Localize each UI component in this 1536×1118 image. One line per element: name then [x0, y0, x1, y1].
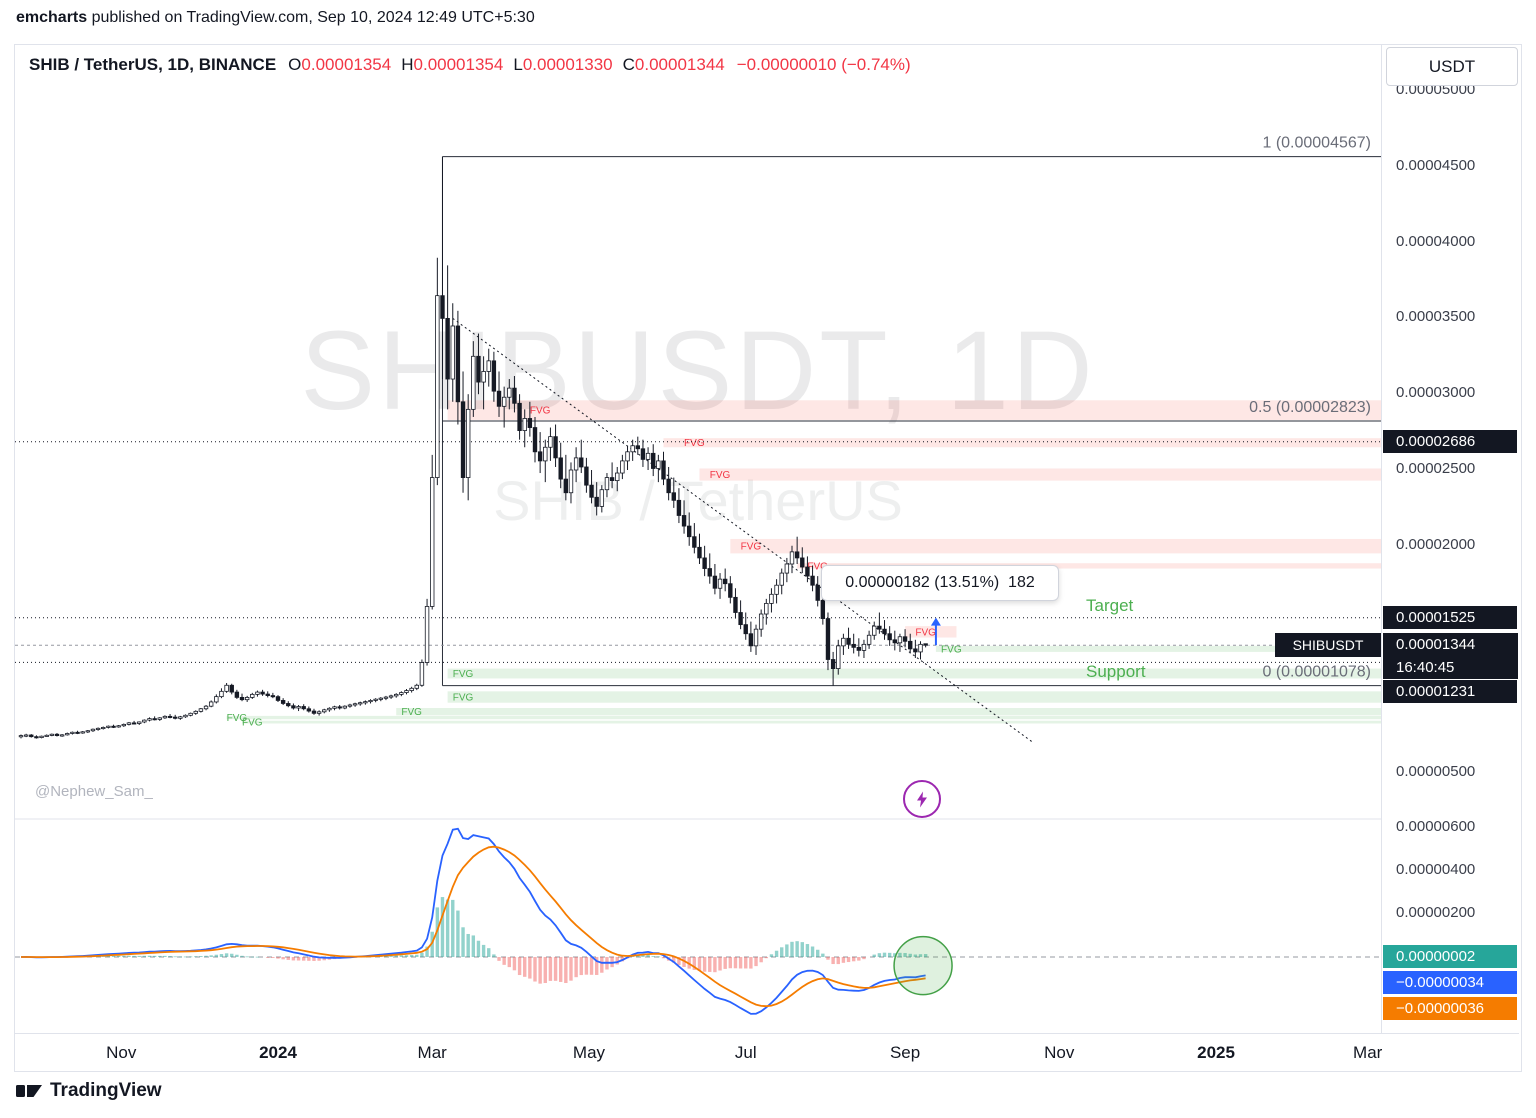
tradingview-logo[interactable]: [16, 1080, 42, 1102]
price-axis-tick: 0.00000500: [1396, 763, 1476, 781]
fvg-zone-label: FVG: [941, 644, 962, 655]
indicator-value-badge: −0.00000036: [1383, 997, 1517, 1020]
time-axis-label[interactable]: 2025: [1197, 1043, 1235, 1062]
time-axis[interactable]: Nov 2024 Mar May Jul Sep Nov 2025 Mar: [15, 1033, 1519, 1071]
current-price-value: 0.00001344: [1396, 636, 1476, 653]
signal-line: [21, 845, 926, 1008]
fvg-zone-label: FVG: [530, 406, 551, 417]
publish-header: emcharts published on TradingView.com, S…: [16, 9, 535, 27]
time-axis-label[interactable]: 2024: [259, 1043, 297, 1062]
fib-level-label: 0 (0.00001078): [1262, 664, 1371, 681]
fvg-zone-label: FVG: [227, 713, 248, 724]
candles: [18, 156, 928, 739]
measurement-tooltip: 0.00000182 (13.51%) 182: [821, 565, 1059, 601]
symbol-info-bar: SHIB / TetherUS, 1D, BINANCE O0.00001354…: [29, 51, 911, 79]
footer: TradingView: [16, 1080, 162, 1102]
price-axis-tick: 0.00003000: [1396, 384, 1476, 402]
fvg-zone-label: FVG: [401, 707, 422, 718]
price-axis-tick: 0.00002500: [1396, 460, 1476, 477]
fib-level-label: 1 (0.00004567): [1262, 135, 1371, 152]
measurement-arrow: [930, 617, 941, 646]
fvg-zone-label: FVG: [242, 718, 263, 729]
fvg-zone-label: FVG: [807, 561, 828, 572]
price-level-badge: 0.00001231: [1383, 679, 1517, 703]
fib-level-label: 0.5 (0.00002823): [1249, 399, 1371, 416]
highlight-circle: [893, 935, 953, 996]
indicator-axis-tick: 0.00000200: [1396, 904, 1476, 921]
price-axis-tick: 0.00002000: [1396, 535, 1476, 553]
time-axis-label[interactable]: Sep: [889, 1043, 921, 1062]
chart-card: SHIB / TetherUS, 1D, BINANCE O0.00001354…: [14, 44, 1522, 1072]
fvg-zone-label: FVG: [741, 542, 762, 553]
price-axis-tick: 0.00003500: [1396, 308, 1476, 326]
fvg-zone-label: FVG: [684, 438, 705, 449]
ohlc-high: H0.00001354: [401, 55, 504, 74]
time-axis-label[interactable]: May: [572, 1043, 606, 1062]
time-axis-label[interactable]: Mar: [417, 1043, 447, 1062]
indicator-axis-tick: 0.00000600: [1396, 818, 1476, 835]
publisher-name: emcharts: [16, 9, 88, 26]
lightning-icon: [917, 791, 927, 807]
author-handle: @Nephew_Sam_: [35, 783, 153, 800]
price-axis-tick: 0.00004500: [1396, 156, 1476, 174]
descending-trendline: [452, 317, 1034, 744]
indicator-value-badge: 0.00000002: [1383, 945, 1517, 968]
fib-retracement: 1 (0.00004567) 0.5 (0.00002823) 0 (0.00001…: [441, 135, 1381, 687]
price-level-badge: 0.00001525: [1383, 606, 1517, 630]
price-change: −0.00000010 (−0.74%): [736, 55, 911, 74]
current-price-badge: 0.00001344 16:40:45: [1383, 633, 1518, 679]
fvg-zone-label: FVG: [710, 470, 731, 481]
current-symbol-label: SHIBUSDT: [1275, 633, 1381, 657]
price-level-badge: 0.00002686: [1383, 430, 1517, 454]
price-axis[interactable]: 0.00001344 16:40:45 0.00005000 0.00004500…: [1381, 45, 1521, 1033]
time-axis-label[interactable]: Jul: [734, 1043, 757, 1062]
fvg-zone-label: FVG: [915, 627, 936, 638]
lightning-button[interactable]: [903, 780, 941, 818]
fvg-zone-label: FVG: [453, 693, 474, 704]
target-label[interactable]: Target: [1086, 596, 1134, 615]
time-axis-label[interactable]: Mar: [1353, 1043, 1383, 1062]
time-axis-label[interactable]: Nov: [106, 1043, 137, 1062]
fvg-zone-label: FVG: [453, 669, 474, 680]
ohlc-low: L0.00001330: [513, 55, 613, 74]
indicator-pane: [15, 827, 1381, 1015]
currency-toggle-button[interactable]: USDT: [1386, 47, 1518, 86]
publish-info: published on TradingView.com, Sep 10, 20…: [87, 9, 535, 26]
chart-canvas[interactable]: SHIBUSDT, 1D SHIB / TetherUS FVG FVG FVG FV…: [15, 85, 1381, 1033]
indicator-value-badge: −0.00000034: [1383, 971, 1517, 994]
tradingview-brand[interactable]: TradingView: [50, 1080, 162, 1101]
time-axis-label[interactable]: Nov: [1044, 1043, 1075, 1062]
support-label[interactable]: Support: [1086, 662, 1146, 681]
ohlc-open: O0.00001354: [288, 55, 392, 74]
bar-countdown: 16:40:45: [1396, 659, 1455, 676]
indicator-axis-tick: 0.00000400: [1396, 861, 1476, 878]
price-axis-tick: 0.00004000: [1396, 232, 1476, 250]
symbol-title[interactable]: SHIB / TetherUS, 1D, BINANCE: [29, 55, 277, 74]
ohlc-close: C0.00001344: [622, 55, 725, 74]
